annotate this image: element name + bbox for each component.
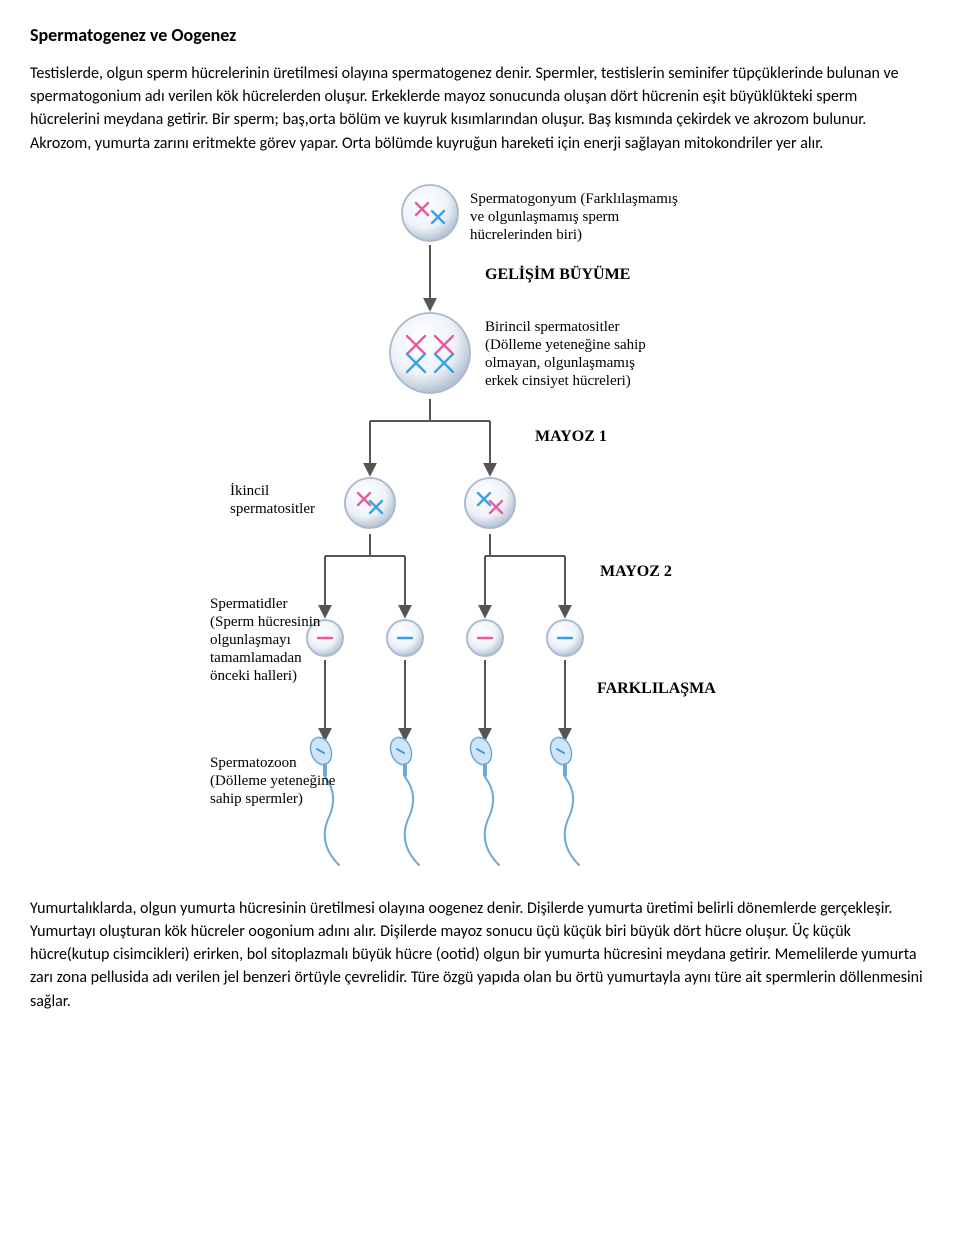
svg-text:İkincilspermatositler: İkincilspermatositler [230,483,315,517]
svg-text:GELİŞİM BÜYÜME: GELİŞİM BÜYÜME [485,264,630,283]
svg-text:FARKLILAŞMA: FARKLILAŞMA [597,680,716,697]
paragraph-oogenez: Yumurtalıklarda, olgun yumurta hücresini… [30,897,930,1013]
spermatogenesis-diagram: Spermatogonyum (Farklılaşmamışve olgunla… [30,173,930,873]
paragraph-spermatogenez: Testislerde, olgun sperm hücrelerinin ür… [30,62,930,155]
page-heading: Spermatogenez ve Oogenez [30,24,930,46]
svg-text:Birincil spermatositler(Döllem: Birincil spermatositler(Dölleme yeteneği… [485,319,646,389]
svg-text:MAYOZ 1: MAYOZ 1 [535,428,607,445]
svg-text:Spermatidler(Sperm hücresinino: Spermatidler(Sperm hücresininolgunlaşmay… [210,596,321,684]
svg-text:Spermatogonyum (Farklılaşmamış: Spermatogonyum (Farklılaşmamışve olgunla… [470,191,678,243]
svg-text:MAYOZ 2: MAYOZ 2 [600,563,672,580]
